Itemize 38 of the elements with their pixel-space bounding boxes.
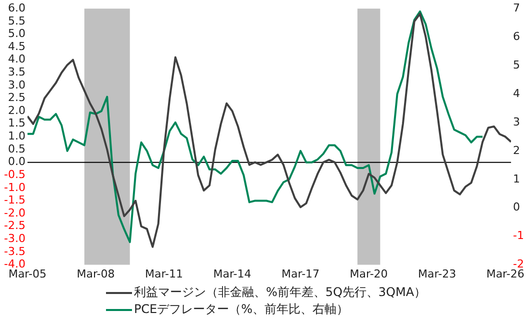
y-tick-label: 4.5 (8, 40, 26, 53)
y2-tick-label: 0 (513, 200, 520, 214)
y-tick-label: -1.5 (4, 194, 26, 207)
y2-tick-label: 2 (513, 144, 520, 157)
y-tick-label: 6.0 (8, 1, 26, 14)
y2-tick-label: 6 (513, 30, 520, 43)
y-tick-label: -2.5 (4, 219, 26, 232)
y-tick-label: -0.5 (4, 168, 26, 181)
y2-tick-label: -1 (513, 229, 524, 242)
y-tick-label: 1.0 (8, 130, 26, 143)
y-tick-label: 0.0 (8, 155, 26, 168)
y-tick-label: 2.5 (8, 91, 26, 104)
y-tick-label: 5.5 (8, 14, 26, 28)
y-tick-label: -3.0 (4, 232, 26, 246)
x-tick-label: Mar-14 (213, 267, 252, 280)
y-tick-label: 5.0 (8, 27, 26, 40)
y-tick-label: -1.0 (4, 180, 26, 194)
y-tick-label: 1.5 (8, 116, 26, 130)
y-tick-label: 3.0 (8, 78, 26, 92)
x-tick-label: Mar-11 (144, 267, 184, 280)
y2-tick-label: 1 (513, 172, 520, 186)
y2-tick-label: 4 (513, 86, 520, 100)
x-tick-label: Mar-26 (486, 267, 524, 280)
x-tick-label: Mar-08 (76, 267, 115, 280)
x-tick-label: Mar-20 (350, 267, 388, 280)
x-tick-label: Mar-23 (418, 267, 456, 280)
y-tick-label: 4.0 (8, 52, 26, 66)
y-tick-label: 3.5 (8, 66, 26, 79)
y2-tick-label: 5 (513, 58, 520, 72)
legend-label: PCEデフレーター（%、前年比、右軸） (134, 301, 349, 318)
legend-label: 利益マージン（非金融、%前年差、5Q先行、3QMA） (134, 284, 426, 301)
y-tick-label: -2.0 (4, 206, 26, 220)
y-tick-label: -3.5 (4, 244, 26, 258)
y2-tick-label: 7 (513, 1, 520, 14)
y-tick-label: 0.5 (8, 142, 26, 156)
y2-tick-label: 3 (513, 115, 520, 128)
y-tick-label: 2.0 (8, 104, 26, 117)
x-tick-label: Mar-17 (282, 267, 320, 280)
